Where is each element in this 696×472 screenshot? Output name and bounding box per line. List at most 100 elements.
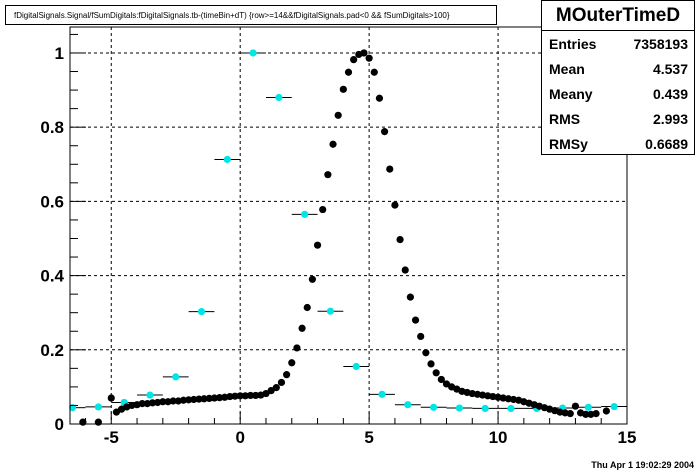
cyan-point — [610, 402, 618, 411]
black-point — [308, 275, 316, 283]
black-point — [396, 235, 404, 244]
black-point — [226, 392, 234, 401]
black-point — [422, 349, 430, 357]
data-markers — [68, 49, 627, 426]
black-point — [293, 344, 301, 352]
cyan-point — [223, 155, 231, 164]
black-point — [107, 394, 115, 402]
stats-label: RMS — [549, 110, 581, 127]
black-point — [592, 410, 600, 418]
black-point — [391, 201, 399, 209]
black-point — [205, 394, 213, 402]
black-point — [370, 68, 378, 76]
stats-value: 0.6689 — [645, 135, 688, 152]
x-tick-label: 5 — [364, 428, 373, 447]
black-point — [427, 360, 435, 368]
black-point — [288, 359, 296, 367]
black-point — [169, 397, 177, 405]
stats-value: 4.537 — [652, 60, 688, 77]
y-tick-label: 0.8 — [40, 118, 64, 137]
stats-label: Mean — [549, 60, 585, 77]
black-point — [283, 371, 291, 379]
cyan-point — [584, 403, 592, 411]
black-point — [185, 396, 193, 404]
black-point — [375, 94, 384, 102]
stats-value: 0.439 — [652, 85, 688, 102]
black-point — [215, 394, 224, 402]
black-point — [401, 266, 409, 274]
stats-histogram-name: MOuterTimeD — [542, 1, 694, 31]
black-point — [138, 399, 146, 408]
black-point — [200, 395, 208, 403]
stats-row-entries: Entries 7358193 — [542, 31, 694, 56]
cyan-point — [172, 373, 180, 381]
black-point — [236, 392, 244, 400]
black-point — [195, 395, 203, 403]
black-point — [350, 56, 358, 64]
x-tick-label: 0 — [235, 428, 244, 447]
cyan-point — [275, 93, 283, 102]
black-point — [94, 418, 102, 426]
y-tick-label: 0.6 — [40, 192, 64, 211]
black-point — [406, 293, 414, 301]
black-point — [365, 54, 373, 62]
stats-box: MOuterTimeD Entries 7358193 Mean 4.537 M… — [541, 0, 695, 155]
y-tick-label: 0 — [55, 415, 64, 434]
cyan-point — [249, 49, 257, 57]
stats-row-rms: RMS 2.993 — [542, 106, 694, 131]
stats-label: Meany — [549, 85, 593, 102]
y-tick-label: 1 — [55, 44, 64, 63]
stats-row-rmsy: RMSy 0.6689 — [542, 131, 694, 156]
cyan-point — [404, 401, 412, 409]
histogram-title: fDigitalSignals.Signal/fSumDigitals:fDig… — [5, 5, 497, 25]
black-point — [319, 205, 327, 214]
plot-frame — [69, 26, 628, 425]
black-point — [179, 396, 188, 404]
cyan-point — [94, 403, 102, 411]
black-point — [571, 402, 580, 410]
black-point — [344, 68, 353, 76]
x-tick-label: 10 — [489, 428, 508, 447]
black-point — [324, 171, 332, 179]
y-tick-label: 0.4 — [40, 267, 64, 286]
stats-row-meany: Meany 0.439 — [542, 81, 694, 106]
grid-lines — [70, 27, 627, 424]
black-point — [339, 85, 347, 93]
stats-value: 2.993 — [652, 110, 688, 127]
cyan-point — [455, 404, 463, 412]
black-point — [313, 241, 322, 249]
black-point — [360, 49, 368, 57]
cyan-point — [352, 362, 360, 371]
black-point — [231, 392, 239, 400]
black-point — [386, 165, 394, 173]
black-point — [159, 398, 167, 406]
black-point — [303, 303, 311, 312]
cyan-point — [146, 391, 154, 399]
axis-ticks: -5 0 5 10 15 0 0.2 0.4 0.6 0.8 1 — [40, 33, 636, 447]
black-point — [602, 407, 610, 415]
black-point — [566, 410, 574, 418]
x-tick-label: -5 — [104, 428, 119, 447]
black-point — [437, 375, 445, 384]
cyan-point — [481, 404, 489, 413]
black-point — [241, 392, 249, 400]
black-point — [417, 332, 425, 341]
cyan-point — [507, 404, 515, 413]
black-point — [210, 394, 219, 402]
timestamp: Thu Apr 1 19:02:29 2004 — [591, 460, 694, 470]
black-point — [381, 128, 389, 136]
black-point — [148, 399, 157, 407]
black-point — [334, 111, 342, 119]
y-tick-label: 0.2 — [40, 341, 64, 360]
black-point — [246, 391, 255, 400]
stats-label: RMSy — [549, 135, 588, 152]
black-point — [411, 316, 420, 324]
cyan-point — [326, 307, 335, 315]
black-point — [582, 410, 590, 418]
black-point — [329, 140, 337, 148]
black-point — [277, 378, 286, 387]
black-point — [252, 391, 260, 400]
stats-label: Entries — [549, 35, 597, 52]
cyan-point — [429, 403, 438, 411]
